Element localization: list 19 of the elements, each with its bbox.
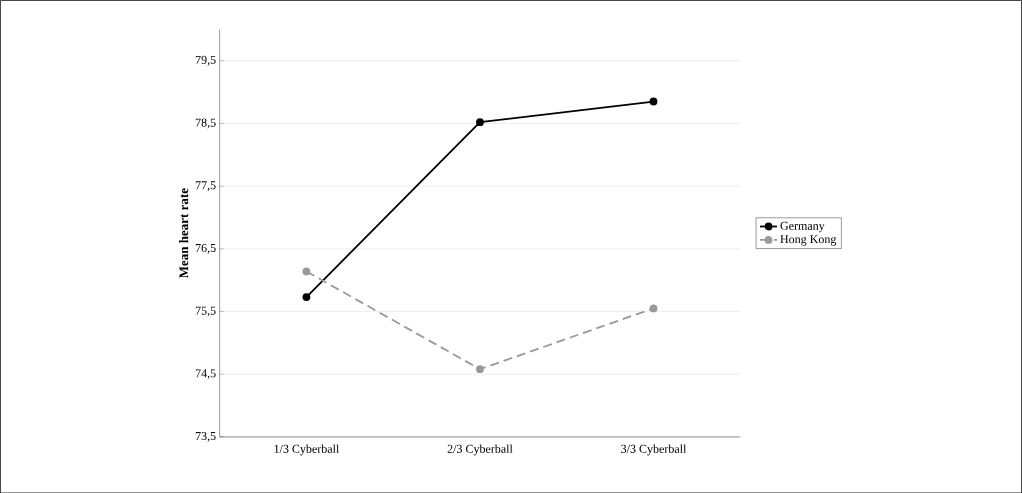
point	[649, 304, 658, 313]
x-tick-label: 3/3 Cyberball	[621, 444, 687, 456]
y-tick-label: 76,5	[195, 243, 216, 254]
point	[302, 293, 311, 301]
legend-label: Germany	[780, 221, 825, 233]
y-tick-label: 73,5	[195, 431, 216, 442]
y-tick-label: 79,5	[195, 55, 216, 66]
x-tick-label: 2/3 Cyberball	[447, 444, 513, 456]
point	[476, 118, 484, 126]
y-axis-title: Mean heart rate	[179, 188, 189, 278]
y-tick-label: 75,5	[195, 306, 216, 317]
y-tick-label: 77,5	[195, 181, 216, 191]
x-tick-label: 1/3 Cyberball	[274, 444, 340, 456]
point	[649, 97, 658, 106]
point	[476, 365, 484, 373]
y-tick-label: 74,5	[195, 369, 216, 379]
legend-label: Hong Kong	[780, 235, 837, 246]
point	[302, 267, 311, 276]
y-tick-label: 78,5	[195, 118, 216, 129]
